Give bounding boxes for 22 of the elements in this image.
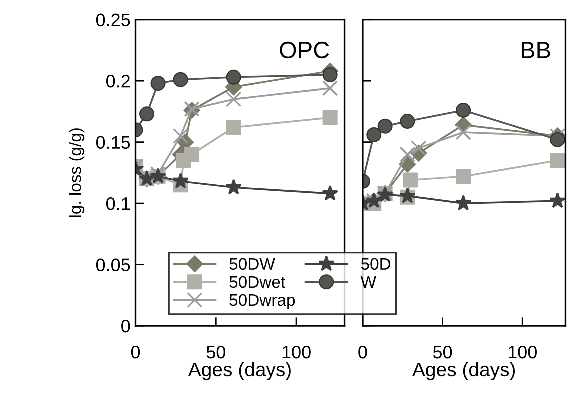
x-axis-title: Ages (days): [188, 362, 291, 380]
x-axis-title: Ages (days): [412, 362, 516, 380]
y-tick-label: 0.15: [96, 136, 130, 150]
y-tick-label: 0.1: [106, 197, 130, 210]
y-tick-label: 0.25: [96, 14, 130, 27]
x-tick-label: 100: [282, 346, 311, 359]
text: OPC: [280, 42, 330, 59]
legend-label: 50DW: [230, 258, 276, 270]
x-tick-label: 100: [508, 346, 537, 359]
legend-label: 50D: [361, 258, 391, 270]
x-tick-label: 50: [433, 346, 452, 359]
x-tick-label: 50: [206, 346, 226, 359]
y-tick-label: 0.2: [106, 75, 130, 88]
y-tick-label: 0.05: [96, 258, 130, 272]
text: BB: [522, 42, 550, 58]
x-tick-label: 0: [131, 346, 140, 359]
legend-label: W: [360, 276, 376, 288]
y-axis-title: lg. loss (g/g): [69, 128, 85, 218]
x-tick-label: 0: [358, 346, 368, 359]
y-tick-label: 0: [122, 320, 130, 333]
legend-label: 50Dwrap: [230, 294, 296, 310]
legend-label: 50Dwet: [230, 276, 286, 288]
